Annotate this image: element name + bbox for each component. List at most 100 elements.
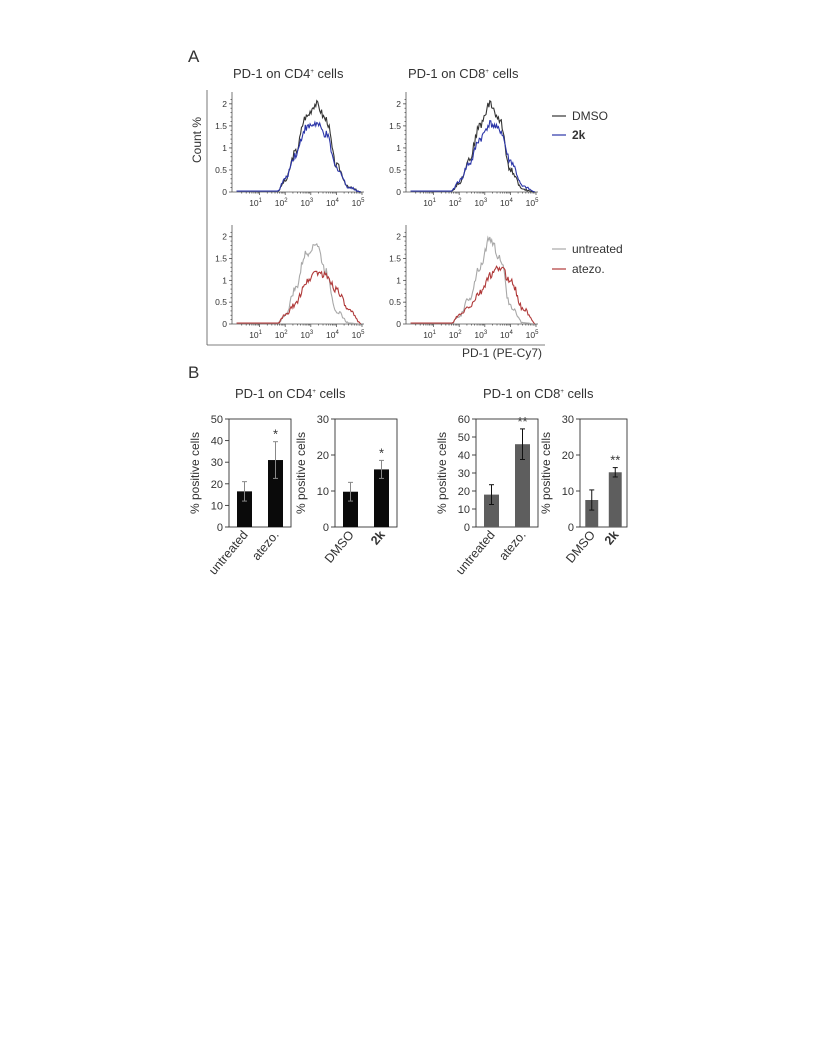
y-tick-label: 20 <box>458 486 470 498</box>
y-axis-label: % positive cells <box>539 432 553 514</box>
x-tick-label: 102 <box>275 198 288 208</box>
y-tick-label: 1.5 <box>215 121 227 131</box>
category-label: atezo. <box>496 528 529 563</box>
y-tick-label: 40 <box>458 450 470 462</box>
significance-marker: * <box>273 427 278 442</box>
y-tick-label: 0.5 <box>389 165 401 175</box>
panel-b-title-cd8: PD-1 on CD8+ cells <box>483 386 594 401</box>
y-tick-label: 0.5 <box>389 297 401 307</box>
y-tick-label: 1 <box>222 275 227 285</box>
histogram-line-untreated <box>236 242 361 325</box>
y-tick-label: 0 <box>464 522 470 534</box>
panel-a-title-cd4: PD-1 on CD4+ cells <box>233 66 344 81</box>
category-label: 2k <box>368 528 388 548</box>
histogram-cd4-dmso-vs-2k: 0 0.5 1 1.5 2 101 102 103 104 105 <box>215 92 365 208</box>
y-tick-label: 10 <box>211 500 223 512</box>
legend-label-atezo: atezo. <box>572 262 605 276</box>
x-tick-label: 101 <box>423 330 436 340</box>
y-axis-label: % positive cells <box>294 432 308 514</box>
panel-a-x-axis-label: PD-1 (PE-Cy7) <box>462 346 542 360</box>
y-tick-label: 2 <box>396 232 401 242</box>
y-tick-label: 10 <box>458 504 470 516</box>
bar-chart-cd8-untreated-vs-atezo: 0 10 20 30 40 50 60 % positive cells untreated **… <box>435 414 539 577</box>
bar-dmso <box>585 500 599 527</box>
x-tick-label: 104 <box>326 330 339 340</box>
plot-frame <box>579 418 628 528</box>
bar-untreated <box>484 494 499 527</box>
y-tick-label: 1.5 <box>389 254 401 264</box>
y-tick-label: 0 <box>568 522 574 534</box>
histogram-cd8-dmso-vs-2k: 0 0.5 1 1.5 2 101 102 103 104 105 <box>389 92 539 208</box>
y-tick-label: 20 <box>562 450 574 462</box>
x-tick-label: 101 <box>423 198 436 208</box>
bar-untreated <box>237 491 252 527</box>
x-tick-label: 103 <box>300 198 313 208</box>
y-axis-label: % positive cells <box>188 432 202 514</box>
x-tick-label: 101 <box>249 198 262 208</box>
x-tick-label: 102 <box>449 198 462 208</box>
histogram-cd4-untreated-vs-atezo: 0 0.5 1 1.5 2 101 102 103 104 105 <box>215 225 365 340</box>
y-tick-label: 2 <box>396 99 401 109</box>
category-label: 2k <box>602 528 622 548</box>
histogram-line-2k <box>410 119 535 193</box>
y-axis-label: % positive cells <box>435 432 449 514</box>
y-tick-label: 30 <box>317 414 329 426</box>
plot-frame <box>334 418 398 528</box>
y-tick-label: 0 <box>396 187 401 197</box>
histogram-line-untreated <box>410 235 535 325</box>
bar-2k <box>608 472 622 527</box>
y-tick-label: 40 <box>211 436 223 448</box>
bar-2k <box>374 469 389 527</box>
bar-atezo <box>515 444 530 527</box>
y-tick-label: 20 <box>317 450 329 462</box>
y-tick-label: 1 <box>222 143 227 153</box>
significance-marker: * <box>379 445 384 460</box>
y-tick-label: 1 <box>396 275 401 285</box>
y-tick-label: 0 <box>222 319 227 329</box>
category-label: atezo. <box>249 528 282 563</box>
histogram-cd8-untreated-vs-atezo: 0 0.5 1 1.5 2 101 102 103 104 105 <box>389 225 539 340</box>
x-tick-label: 102 <box>449 330 462 340</box>
x-tick-label: 103 <box>474 330 487 340</box>
y-tick-label: 0 <box>396 319 401 329</box>
x-tick-label: 105 <box>352 330 365 340</box>
histogram-line-atezo <box>410 265 536 325</box>
x-tick-label: 105 <box>526 330 539 340</box>
y-tick-label: 1 <box>396 143 401 153</box>
legend-label-untreated: untreated <box>572 242 623 256</box>
legend-label-2k: 2k <box>572 128 586 142</box>
histogram-line-dmso <box>410 99 535 193</box>
y-tick-label: 20 <box>211 479 223 491</box>
x-tick-label: 105 <box>526 198 539 208</box>
x-tick-label: 103 <box>300 330 313 340</box>
y-tick-label: 10 <box>317 486 329 498</box>
y-tick-label: 60 <box>458 414 470 426</box>
y-tick-label: 2 <box>222 99 227 109</box>
panel-a-title-cd8: PD-1 on CD8+ cells <box>408 66 519 81</box>
y-tick-label: 2 <box>222 232 227 242</box>
x-tick-label: 104 <box>500 330 513 340</box>
panel-label-b: B <box>188 363 199 382</box>
significance-marker: ** <box>610 453 620 468</box>
y-tick-label: 30 <box>211 457 223 469</box>
y-tick-label: 10 <box>562 486 574 498</box>
y-tick-label: 0 <box>222 187 227 197</box>
bar-dmso <box>343 491 358 527</box>
x-tick-label: 103 <box>474 198 487 208</box>
significance-marker: ** <box>517 414 527 429</box>
y-tick-label: 30 <box>562 414 574 426</box>
x-tick-label: 105 <box>352 198 365 208</box>
y-tick-label: 0 <box>217 522 223 534</box>
y-tick-label: 0.5 <box>215 165 227 175</box>
bar-atezo <box>268 460 283 527</box>
legend-bottom: untreated atezo. <box>552 242 623 276</box>
category-label: untreated <box>206 528 251 577</box>
y-tick-label: 0.5 <box>215 297 227 307</box>
legend-top: DMSO 2k <box>552 109 608 142</box>
x-tick-label: 102 <box>275 330 288 340</box>
plot-frame <box>228 418 292 528</box>
histogram-line-2k <box>236 120 361 193</box>
